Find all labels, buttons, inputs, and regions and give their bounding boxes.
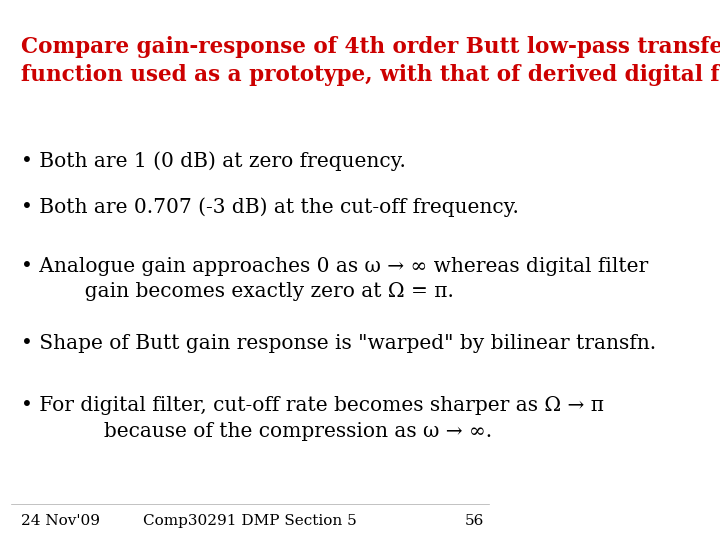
Text: • Both are 0.707 (-3 dB) at the cut-off frequency.: • Both are 0.707 (-3 dB) at the cut-off …: [22, 198, 519, 217]
Text: • For digital filter, cut-off rate becomes sharper as Ω → π
             because: • For digital filter, cut-off rate becom…: [22, 396, 604, 441]
Text: • Analogue gain approaches 0 as ω → ∞ whereas digital filter
          gain beco: • Analogue gain approaches 0 as ω → ∞ wh…: [22, 256, 649, 301]
Text: • Both are 1 (0 dB) at zero frequency.: • Both are 1 (0 dB) at zero frequency.: [22, 152, 406, 172]
Text: Comp30291 DMP Section 5: Comp30291 DMP Section 5: [143, 514, 357, 528]
Text: 56: 56: [464, 514, 484, 528]
Text: 24 Nov'09: 24 Nov'09: [22, 514, 100, 528]
Text: • Shape of Butt gain response is "warped" by bilinear transfn.: • Shape of Butt gain response is "warped…: [22, 334, 657, 354]
Text: Compare gain-response of 4th order Butt low-pass transfer
function used as a pro: Compare gain-response of 4th order Butt …: [22, 36, 720, 86]
